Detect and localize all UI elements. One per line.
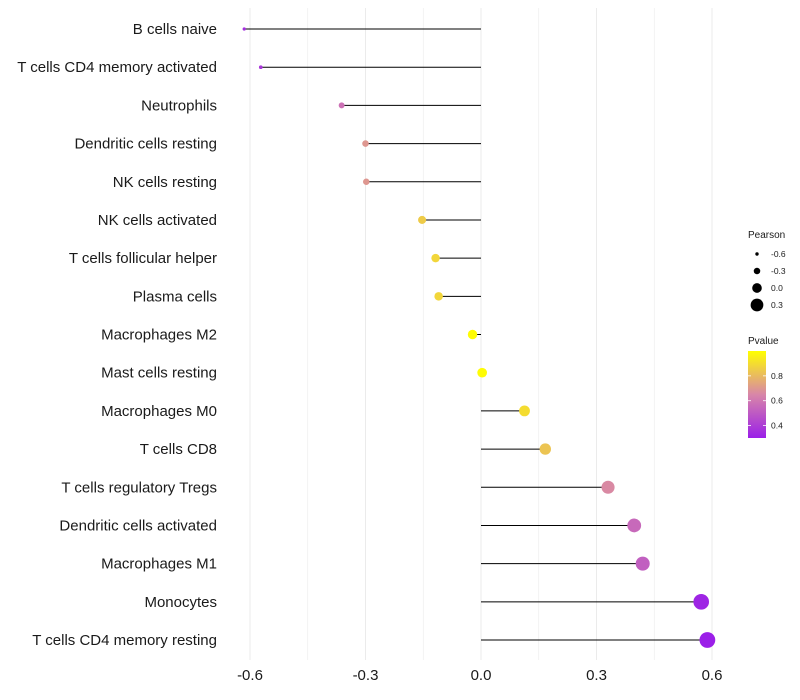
legend: Pearson -0.6 -0.3 0.0 0.3 Pvalue 0.8 0.6 0.4 — [748, 230, 786, 438]
lollipop-point — [539, 443, 551, 455]
size-legend-label: 0.0 — [771, 283, 783, 293]
category-label: NK cells resting — [113, 174, 217, 191]
size-legend-title: Pearson — [748, 230, 785, 241]
category-label: T cells CD4 memory activated — [17, 59, 217, 76]
lollipop-point — [418, 215, 427, 224]
lollipop-stems — [244, 28, 708, 641]
lollipop-point — [699, 632, 716, 648]
x-axis-ticks: -0.6 -0.3 0.0 0.3 0.6 — [237, 667, 722, 684]
x-tick-label: -0.3 — [353, 667, 379, 684]
category-label: Macrophages M0 — [101, 403, 217, 420]
color-legend-ticks: 0.8 0.6 0.4 — [748, 371, 783, 431]
category-label: Dendritic cells resting — [74, 136, 217, 153]
category-label: Plasma cells — [133, 288, 217, 305]
category-label: T cells CD4 memory resting — [32, 632, 217, 649]
color-legend-label: 0.8 — [771, 371, 783, 381]
size-legend-key — [753, 267, 761, 275]
size-legend-label: 0.3 — [771, 300, 783, 310]
category-label: Macrophages M2 — [101, 327, 217, 344]
lollipop-point — [477, 367, 487, 378]
lollipop-point — [434, 292, 443, 301]
color-legend-title: Pvalue — [748, 336, 779, 347]
lollipop-point — [467, 329, 478, 340]
x-tick-label: 0.0 — [471, 667, 492, 684]
lollipop-point — [635, 556, 650, 571]
category-label: T cells regulatory Tregs — [61, 479, 217, 496]
category-labels: B cells naive T cells CD4 memory activate… — [17, 21, 217, 649]
lollipop-point — [601, 480, 615, 494]
size-legend-key — [755, 252, 759, 256]
lollipop-point — [362, 140, 369, 147]
category-label: B cells naive — [133, 21, 217, 38]
lollipop-point — [431, 253, 440, 263]
category-label: Neutrophils — [141, 97, 217, 114]
lollipop-point — [627, 518, 642, 533]
size-legend-key — [752, 283, 762, 293]
size-legend-key — [750, 298, 764, 312]
category-label: T cells follicular helper — [69, 250, 217, 267]
size-legend-label: -0.3 — [771, 266, 786, 276]
category-label: Macrophages M1 — [101, 556, 217, 573]
lollipop-point — [258, 65, 263, 70]
size-legend-label: -0.6 — [771, 249, 786, 259]
category-label: NK cells activated — [98, 212, 217, 229]
category-label: Mast cells resting — [101, 365, 217, 382]
color-legend-label: 0.4 — [771, 421, 783, 431]
lollipop-point — [363, 178, 370, 186]
lollipop-points — [242, 27, 716, 648]
x-tick-label: 0.6 — [702, 667, 723, 684]
lollipop-point — [338, 102, 345, 109]
color-legend-bar — [748, 351, 766, 438]
lollipop-point — [242, 27, 246, 31]
color-legend-label: 0.6 — [771, 396, 783, 406]
category-label: Monocytes — [144, 594, 217, 611]
size-legend-items: -0.6 -0.3 0.0 0.3 — [750, 249, 786, 312]
lollipop-point — [693, 594, 710, 610]
category-label: Dendritic cells activated — [59, 517, 217, 534]
lollipop-point — [519, 405, 530, 417]
category-label: T cells CD8 — [140, 441, 217, 458]
x-tick-label: 0.3 — [586, 667, 607, 684]
x-tick-label: -0.6 — [237, 667, 263, 684]
